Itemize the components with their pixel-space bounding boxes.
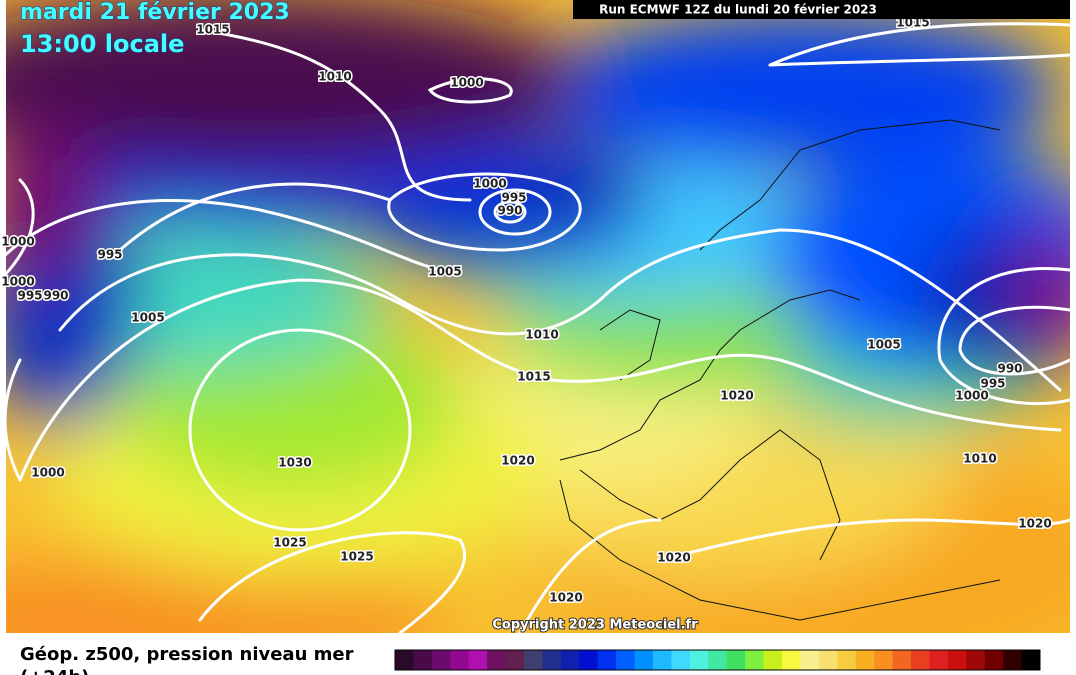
- scale-swatch: [892, 650, 912, 670]
- footer-title: Géop. z500, pression niveau mer: [20, 644, 354, 665]
- isobar-line: [6, 182, 442, 272]
- isobar-labels: 1015 1010 1000 1015 1000 995 990 1000 99…: [0, 14, 1053, 606]
- scale-swatch: [395, 650, 414, 670]
- scale-swatch: [708, 650, 728, 670]
- isobar-label: 1000: [31, 466, 64, 480]
- isobar-label: 1010: [963, 452, 996, 466]
- time-title: 13:00 locale: [20, 30, 184, 58]
- scale-swatch: [579, 650, 599, 670]
- isobar-label: 1005: [867, 338, 900, 352]
- isobar-line: [6, 178, 35, 482]
- coastline: [559, 119, 1001, 621]
- scale-swatch: [413, 650, 433, 670]
- isobar-label: 1020: [501, 454, 534, 468]
- scale-swatch: [505, 650, 525, 670]
- footer-subtitle: (+24h): [20, 667, 89, 675]
- scale-swatch: [1003, 650, 1023, 670]
- scale-swatch: [911, 650, 930, 670]
- scale-swatch: [487, 650, 507, 670]
- isobar-label: 1020: [720, 389, 753, 403]
- scale-swatch: [726, 650, 746, 670]
- scale-swatch: [929, 650, 949, 670]
- scale-swatch: [837, 650, 857, 670]
- scale-swatch: [782, 650, 801, 670]
- isobar-line: [427, 77, 513, 104]
- isobar-label: 990: [997, 362, 1022, 376]
- isobar-label: 1000: [1, 275, 34, 289]
- color-scale: [394, 649, 1041, 671]
- isobar-label: 1020: [549, 591, 582, 605]
- isobar-label: 1015: [517, 370, 550, 384]
- isobar-label: 1010: [318, 70, 351, 84]
- isobar-line: [18, 278, 1062, 482]
- isobar-label: 1000: [1, 235, 34, 249]
- isobar-label: 995: [501, 191, 526, 205]
- isobar-label: 1015: [196, 23, 229, 37]
- isobar-label: 1000: [473, 177, 506, 191]
- run-info: Run ECMWF 12Z du lundi 20 février 2023: [599, 3, 877, 17]
- isobar-line: [768, 22, 1070, 67]
- scale-swatch: [966, 650, 986, 670]
- scale-swatch: [450, 650, 470, 670]
- isolines: [6, 22, 1070, 633]
- isobar-label: 1000: [955, 389, 988, 403]
- scale-swatch: [597, 650, 617, 670]
- scale-swatch: [560, 650, 580, 670]
- isobar-label: 995: [980, 377, 1005, 391]
- isobar-label: 1020: [657, 551, 690, 565]
- isobar-label: 990: [497, 204, 522, 218]
- scale-swatch: [745, 650, 765, 670]
- scale-swatch: [468, 650, 488, 670]
- isobar-label: 1005: [428, 265, 461, 279]
- scale-swatch: [818, 650, 838, 670]
- isobar-line: [493, 200, 527, 224]
- isobar-line: [198, 28, 472, 202]
- isobar-label: 995: [97, 248, 122, 262]
- scale-swatch: [874, 650, 894, 670]
- isobar-label: 1025: [340, 550, 373, 564]
- isobar-line: [387, 172, 582, 252]
- scale-swatch: [984, 650, 1004, 670]
- coastlines: [559, 119, 1001, 621]
- scale-swatch: [763, 650, 783, 670]
- isobar-label: 1005: [131, 311, 164, 325]
- isobar-label: 1020: [1018, 517, 1051, 531]
- scale-swatch: [947, 650, 967, 670]
- scale-swatch: [542, 650, 562, 670]
- scale-swatch: [855, 650, 875, 670]
- run-banner: [573, 0, 1070, 19]
- isobar-label: 1000: [450, 76, 483, 90]
- scale-swatch: [634, 650, 654, 670]
- scale-swatch: [524, 650, 543, 670]
- isobar-line: [188, 328, 412, 532]
- isobar-label: 990: [43, 289, 68, 303]
- scale-swatch: [653, 650, 672, 670]
- isobar-line: [478, 188, 552, 236]
- isobar-line: [58, 228, 1062, 392]
- isobar-label: 1030: [278, 456, 311, 470]
- scale-border: [394, 649, 1041, 671]
- scale-swatch: [800, 650, 820, 670]
- isobar-label: 1025: [273, 536, 306, 550]
- scale-swatch: [671, 650, 691, 670]
- date-title: mardi 21 février 2023: [20, 0, 290, 25]
- isobar-line: [937, 267, 1070, 406]
- isobar-label: 1010: [525, 328, 558, 342]
- isobar-line: [198, 518, 1070, 633]
- isobar-label: 995: [17, 289, 42, 303]
- scale-swatch: [689, 650, 709, 670]
- scale-swatch: [1021, 650, 1041, 670]
- scale-swatch: [616, 650, 636, 670]
- scale-swatch: [431, 650, 451, 670]
- copyright: Copyright 2023 Meteociel.fr: [492, 618, 698, 633]
